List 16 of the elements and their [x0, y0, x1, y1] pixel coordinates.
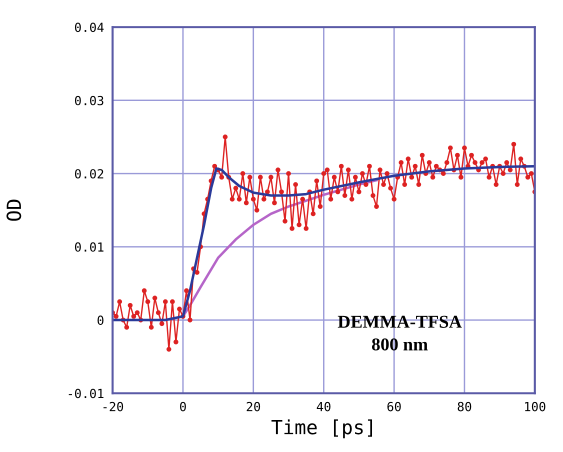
- x-tick-label: 60: [387, 402, 401, 412]
- y-tick-label: 0.03: [74, 96, 104, 106]
- y-tick-label: 0: [98, 316, 104, 325]
- x-tick-label: 0: [180, 402, 186, 412]
- y-axis-title: OD: [6, 200, 22, 221]
- y-tick-label: -0.01: [68, 388, 104, 398]
- x-tick-label: 80: [458, 402, 472, 412]
- x-tick-label: 40: [316, 402, 330, 412]
- y-tick-label: 0.02: [74, 169, 104, 179]
- x-axis-title: Time [ps]: [271, 419, 372, 438]
- y-tick-label: 0.01: [74, 242, 104, 252]
- x-tick-label: 20: [246, 402, 260, 412]
- y-tick-label: 0.04: [74, 22, 104, 32]
- annotation: DEMMA-TFSA 800 nm: [338, 316, 462, 350]
- x-tick-label: 100: [525, 402, 546, 412]
- x-tick-label: -20: [103, 402, 124, 412]
